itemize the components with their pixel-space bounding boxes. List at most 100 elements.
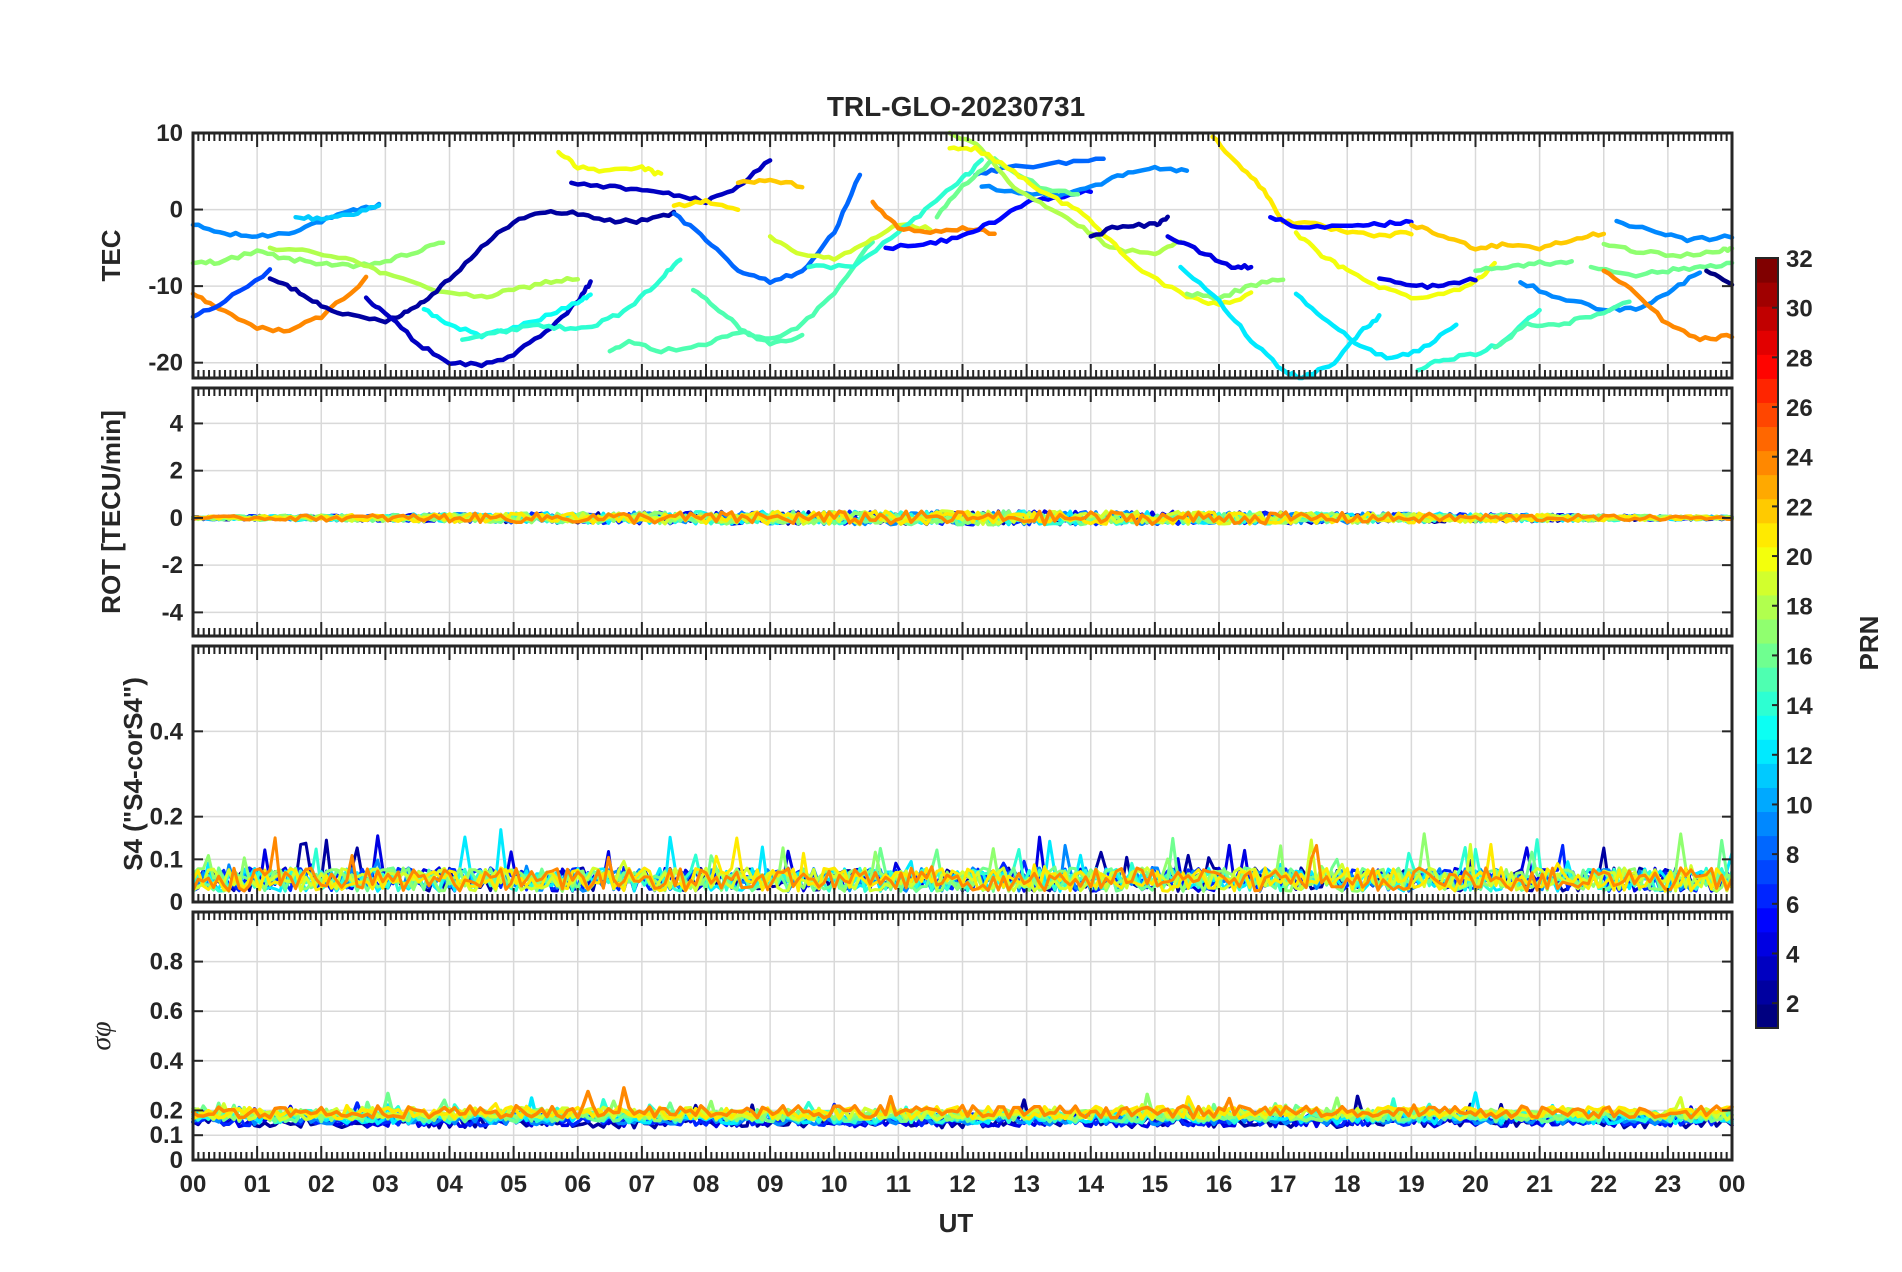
colorbar-segment bbox=[1756, 306, 1778, 331]
x-tick-label: 11 bbox=[886, 1171, 911, 1198]
y-tick-label: -4 bbox=[162, 599, 184, 626]
tec-series-prn-15 bbox=[607, 239, 875, 355]
colorbar-segment bbox=[1756, 1003, 1778, 1029]
tec-series-prn-8 bbox=[671, 172, 863, 286]
x-tick-label: 00 bbox=[180, 1171, 207, 1198]
colorbar-segment bbox=[1756, 811, 1778, 837]
tec-series-prn-20 bbox=[947, 144, 1254, 307]
colorbar-tick-label: 26 bbox=[1786, 395, 1813, 422]
panel-3: 0 0.1 0.2 0.4S4 ("S4-corS4") bbox=[118, 644, 1734, 916]
x-tick-label: 09 bbox=[757, 1171, 784, 1198]
colorbar-segment bbox=[1756, 522, 1778, 548]
y-axis-label: σφ bbox=[86, 1021, 117, 1050]
colorbar-tick-label: 14 bbox=[1786, 693, 1813, 720]
x-tick-label: 16 bbox=[1206, 1171, 1233, 1198]
colorbar-segment bbox=[1756, 258, 1778, 283]
y-axis-label: ROT [TECU/min] bbox=[96, 410, 126, 614]
colorbar-tick-label: 32 bbox=[1786, 246, 1813, 273]
y-ticks bbox=[193, 730, 1732, 903]
tec-series-prn-8 bbox=[973, 156, 1106, 178]
colorbar-segment bbox=[1756, 402, 1778, 428]
colorbar-tick-label: 12 bbox=[1786, 743, 1813, 770]
colorbar-tick-label: 30 bbox=[1786, 296, 1813, 323]
x-axis: 00 01 02 03 04 05 06 07 08 09 10 11 12 13 14 15 16 17 18 19… bbox=[180, 1171, 1746, 1198]
x-minor-ticks bbox=[192, 133, 1733, 378]
tec-series-prn-4 bbox=[1377, 276, 1478, 291]
colorbar-segment bbox=[1756, 883, 1778, 909]
tec-series-prn-17 bbox=[190, 240, 446, 270]
y-ticks bbox=[193, 422, 1732, 614]
x-tick-label: 22 bbox=[1590, 1171, 1617, 1198]
tec-series-prn-15 bbox=[690, 287, 805, 347]
x-tick-label: 14 bbox=[1077, 1171, 1104, 1198]
tec-series-prn-12 bbox=[1178, 264, 1382, 381]
gridlines bbox=[192, 132, 1733, 378]
y-tick-label: 0.1 bbox=[150, 1122, 183, 1149]
colorbar-frame bbox=[1755, 257, 1779, 1029]
x-tick-label: 23 bbox=[1655, 1171, 1682, 1198]
tec-series-prn-16 bbox=[1473, 259, 1574, 274]
colorbar-label: PRN bbox=[1854, 616, 1884, 671]
colorbar-tick-label: 24 bbox=[1786, 445, 1813, 472]
x-tick-label: 10 bbox=[821, 1171, 848, 1198]
colorbar-tick-label: 18 bbox=[1786, 594, 1813, 621]
y-tick-label: -2 bbox=[162, 552, 183, 579]
tec-series-prn-14 bbox=[460, 257, 683, 342]
tec-series-prn-7 bbox=[190, 267, 273, 320]
colorbar-tick-label: 2 bbox=[1786, 991, 1799, 1018]
y-tick-label: 0 bbox=[170, 197, 183, 224]
tec-series-prn-2 bbox=[267, 208, 677, 325]
tec-series-prn-4 bbox=[1165, 234, 1254, 271]
colorbar-segment bbox=[1756, 739, 1778, 764]
y-tick-label: 0.6 bbox=[150, 998, 183, 1025]
x-tick-label: 08 bbox=[693, 1171, 720, 1198]
series-group bbox=[190, 130, 1735, 381]
x-tick-label: 04 bbox=[436, 1171, 463, 1198]
colorbar-tick-label: 4 bbox=[1786, 941, 1800, 968]
tec-series-prn-15 bbox=[1492, 299, 1632, 350]
tec-series-prn-5 bbox=[1268, 214, 1414, 230]
tec-series-prn-17 bbox=[1601, 241, 1735, 259]
colorbar-segment bbox=[1756, 450, 1778, 476]
colorbar-segment bbox=[1756, 282, 1778, 307]
colorbar-segment bbox=[1756, 474, 1778, 500]
y-tick-label: 0 bbox=[170, 889, 183, 916]
y-tick-label: 0.1 bbox=[150, 846, 183, 873]
x-tick-label: 12 bbox=[949, 1171, 976, 1198]
colorbar-tick-label: 10 bbox=[1786, 792, 1813, 819]
colorbar-tick-label: 28 bbox=[1786, 345, 1813, 372]
colorbar-segment bbox=[1756, 907, 1778, 933]
panel-2: -4 -2 0 2 4 ROT [TECU/min] bbox=[96, 386, 1734, 638]
panel-3-series-prn-24 bbox=[191, 836, 1734, 893]
x-tick-label: 01 bbox=[244, 1171, 271, 1198]
x-tick-label: 05 bbox=[500, 1171, 527, 1198]
y-ticks bbox=[193, 132, 1732, 364]
y-tick-label: 0.4 bbox=[150, 718, 184, 745]
y-tick-label: 0.2 bbox=[150, 1097, 183, 1124]
x-tick-label: 02 bbox=[308, 1171, 335, 1198]
x-axis-label: UT bbox=[939, 1208, 974, 1238]
panel-4: 00.10.2 0.4 0.6 0.8 σφ bbox=[86, 910, 1734, 1174]
series-group bbox=[191, 509, 1734, 527]
y-tick-label: 2 bbox=[170, 458, 183, 485]
tec-series-prn-3 bbox=[363, 279, 593, 369]
x-tick-label: 19 bbox=[1398, 1171, 1425, 1198]
x-tick-label: 20 bbox=[1462, 1171, 1489, 1198]
colorbar-tick-label: 16 bbox=[1786, 643, 1813, 670]
panel-4-series-prn-24 bbox=[191, 1086, 1734, 1120]
colorbar-segment bbox=[1756, 594, 1778, 620]
colorbar-segment bbox=[1756, 835, 1778, 861]
colorbar-segment bbox=[1756, 546, 1778, 572]
tec-series-prn-9 bbox=[1518, 270, 1703, 313]
y-tick-label: 0.4 bbox=[150, 1048, 184, 1075]
colorbar-segment bbox=[1756, 955, 1778, 981]
tec-series-prn-9 bbox=[1614, 218, 1735, 244]
colorbar-segment bbox=[1756, 979, 1778, 1005]
colorbar-segment bbox=[1756, 763, 1778, 788]
panel-1: -20 -10 0 10 TEC bbox=[96, 120, 1735, 381]
tec-series-prn-20 bbox=[556, 149, 664, 177]
colorbar-segment bbox=[1756, 618, 1778, 644]
tec-series-prn-12 bbox=[1293, 291, 1459, 361]
x-tick-label: 03 bbox=[372, 1171, 399, 1198]
